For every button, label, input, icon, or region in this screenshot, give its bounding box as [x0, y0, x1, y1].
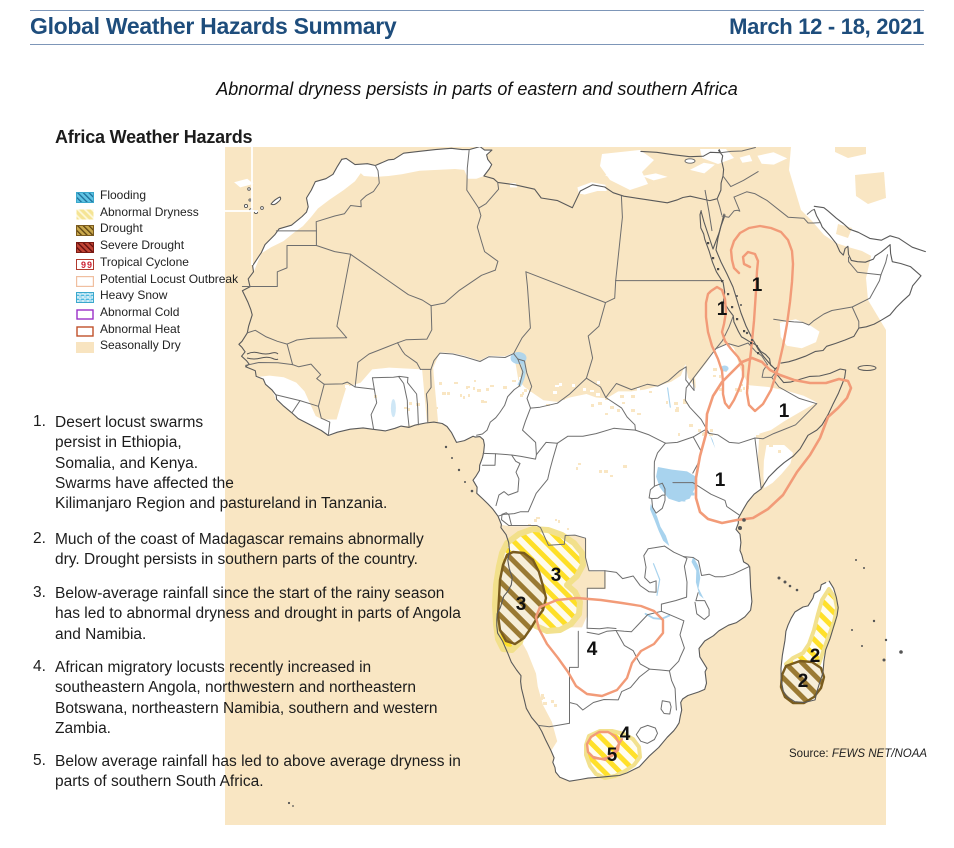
svg-text:1: 1 — [779, 401, 790, 422]
svg-text:4: 4 — [620, 724, 631, 745]
svg-text:1: 1 — [717, 299, 728, 320]
svg-text:4: 4 — [587, 639, 598, 660]
svg-text:9: 9 — [87, 260, 92, 270]
svg-text:3: 3 — [551, 565, 562, 586]
svg-text:1: 1 — [715, 470, 726, 491]
svg-text:1: 1 — [752, 275, 763, 296]
svg-text:2: 2 — [798, 671, 809, 692]
svg-text:2: 2 — [810, 646, 821, 667]
svg-text:9: 9 — [81, 260, 86, 270]
svg-text:3: 3 — [516, 594, 527, 615]
svg-text:5: 5 — [607, 745, 618, 766]
